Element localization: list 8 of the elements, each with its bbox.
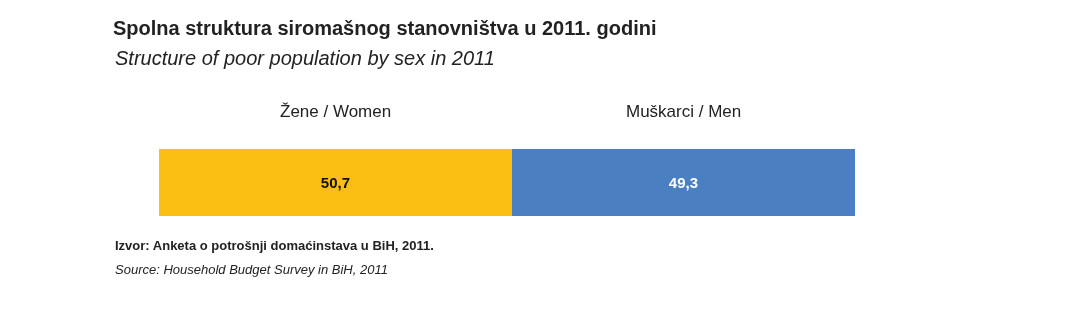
text: Izvor: Anketa o potrošnji domaćinstava u BiH, 2011. (115, 238, 434, 253)
data-label: 49,3 (668, 174, 699, 191)
source-note: Source: Household Budget Survey in BiH, 2011 (115, 262, 388, 277)
chart-title: Spolna struktura siromašnog stanovništva u 2011. godini (113, 17, 657, 39)
series-label: Muškarci / Men (626, 102, 742, 121)
series-label: Žene / Women (280, 102, 392, 121)
data-label: 50,7 (320, 174, 351, 191)
chart-subtitle: Structure of poor population by sex in 2011 (115, 47, 495, 69)
